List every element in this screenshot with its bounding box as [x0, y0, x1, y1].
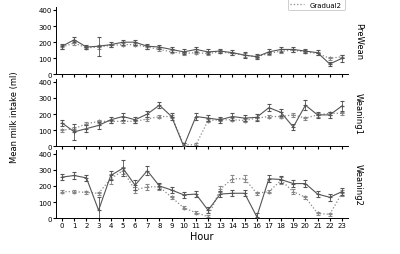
Text: Weaning1: Weaning1 [354, 92, 363, 134]
Text: Mean milk intake (ml): Mean milk intake (ml) [10, 71, 19, 163]
X-axis label: Hour: Hour [190, 231, 214, 241]
Legend: Abrupt, Gradual2: Abrupt, Gradual2 [288, 0, 344, 11]
Text: PreWean: PreWean [354, 23, 363, 60]
Text: Weaning2: Weaning2 [354, 164, 363, 205]
